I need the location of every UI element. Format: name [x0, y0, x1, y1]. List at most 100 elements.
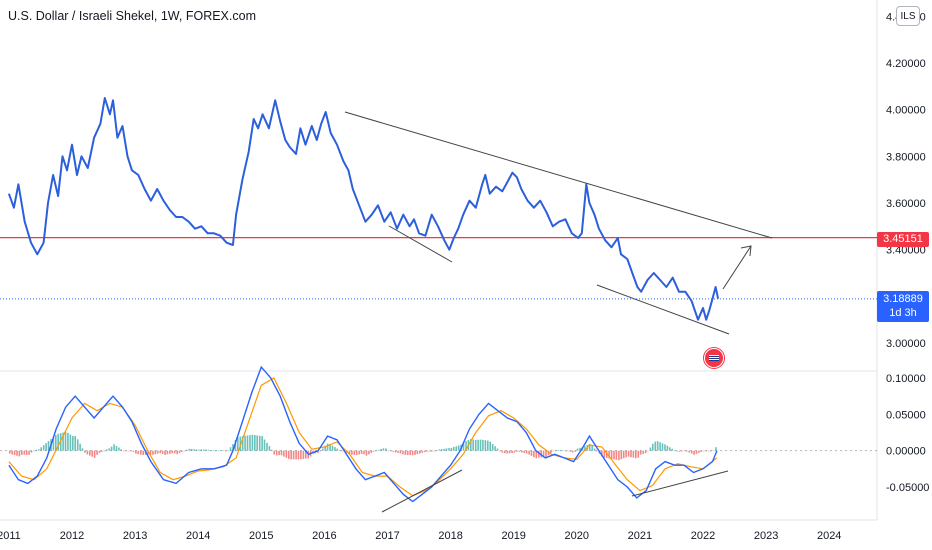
macd-histogram-bar [16, 450, 18, 456]
macd-histogram-bar [385, 448, 387, 451]
macd-histogram-bar [76, 439, 79, 451]
time-tick-label: 2022 [691, 530, 715, 542]
macd-histogram-bar [285, 450, 288, 458]
macd-histogram-bar [140, 450, 142, 455]
macd-histogram-bar [261, 436, 263, 451]
macd-histogram-bar [166, 450, 169, 455]
macd-histogram-bar [42, 445, 45, 451]
macd-histogram-bar [13, 450, 16, 456]
macd-histogram-bar [409, 450, 411, 456]
time-tick-label: 2012 [60, 530, 84, 542]
macd-histogram-bar [438, 449, 441, 451]
time-tick-label: 2016 [312, 530, 336, 542]
macd-histogram-bar [538, 450, 540, 458]
trendline-drawings[interactable] [344, 111, 773, 513]
macd-histogram-bar [700, 450, 703, 452]
macd-histogram-bar [329, 444, 331, 451]
macd-histogram-bar [123, 450, 125, 452]
macd-histogram-bar [569, 450, 572, 452]
macd-histogram [8, 432, 717, 461]
currency-badge[interactable]: ILS [896, 6, 920, 26]
macd-histogram-bar [212, 450, 215, 451]
macd-histogram-bar [64, 432, 67, 451]
macd-histogram-bar [249, 435, 251, 451]
macd-histogram-bar [18, 450, 21, 457]
macd-histogram-bar [246, 435, 249, 451]
price-series-line[interactable] [7, 97, 720, 321]
macd-histogram-bar [322, 448, 324, 451]
us-flag-icon[interactable] [704, 348, 724, 368]
macd-histogram-bar [465, 441, 467, 451]
macd-histogram-bar [511, 450, 513, 453]
macd-histogram-bar [120, 449, 123, 451]
macd-histogram-bar [45, 443, 47, 451]
macd-histogram-bar [688, 450, 690, 453]
time-tick-label: 2013 [123, 530, 147, 542]
macd-histogram-bar [487, 440, 489, 451]
macd-histogram-bar [440, 449, 443, 451]
time-tick-label: 2020 [565, 530, 589, 542]
macd-histogram-bar [567, 450, 569, 452]
macd-histogram-bar [278, 450, 280, 456]
macd-histogram-bar [79, 443, 81, 451]
macd-histogram-bar [659, 442, 661, 451]
projection-arrow-line [722, 245, 752, 290]
time-tick-label: 2024 [817, 530, 841, 542]
macd-histogram-bar [25, 450, 28, 455]
macd-histogram-bar [521, 450, 523, 453]
macd-histogram-bar [292, 450, 295, 460]
macd-divergence-line-2017 [381, 469, 463, 513]
macd-histogram-bar [227, 450, 229, 451]
macd-histogram-bar [40, 447, 42, 451]
macd-histogram-bar [38, 449, 40, 451]
macd-histogram-bar [484, 440, 487, 451]
macd-histogram-bar [489, 441, 491, 451]
macd-histogram-bar [108, 448, 110, 451]
macd-histogram-bar [528, 450, 530, 455]
macd-histogram-bar [406, 450, 409, 455]
macd-histogram-bar [283, 450, 285, 457]
macd-histogram-bar [149, 450, 152, 455]
macd-histogram-bar [642, 450, 644, 454]
macd-histogram-bar [603, 450, 606, 458]
macd-histogram-bar [353, 450, 356, 455]
macd-histogram-bar [482, 439, 484, 451]
time-tick-label: 2015 [249, 530, 273, 542]
macd-histogram-bar [562, 450, 564, 452]
price-tick-label: 3.80000 [886, 151, 926, 163]
macd-histogram-bar [411, 450, 414, 456]
time-tick-label: 2017 [375, 530, 399, 542]
macd-histogram-bar [98, 450, 101, 453]
macd-histogram-bar [457, 445, 460, 451]
macd-histogram-bar [564, 450, 567, 452]
macd-histogram-bar [652, 443, 654, 451]
macd-histogram-bar [181, 450, 183, 452]
macd-tick-label: -0.05000 [886, 482, 929, 494]
chart-title: U.S. Dollar / Israeli Shekel, 1W, FOREX.… [8, 9, 256, 23]
macd-histogram-bar [159, 450, 161, 454]
macd-histogram-bar [183, 450, 186, 452]
macd-histogram-bar [513, 450, 516, 453]
macd-histogram-bar [647, 450, 649, 452]
macd-histogram-bar [477, 439, 479, 451]
macd-histogram-bar [472, 439, 474, 451]
macd-histogram-bar [535, 450, 538, 459]
macd-histogram-bar [190, 449, 193, 451]
macd-histogram-bar [579, 447, 581, 451]
macd-histogram-bar [504, 450, 506, 454]
macd-histogram-bar [72, 436, 74, 451]
macd-histogram-bar [695, 450, 698, 454]
macd-histogram-bar [664, 444, 666, 451]
macd-histogram-bar [377, 449, 380, 451]
macd-histogram-bar [632, 450, 635, 458]
macd-histogram-bar [290, 450, 292, 460]
macd-histogram-bar [273, 450, 275, 455]
macd-histogram-bar [523, 450, 525, 453]
macd-histogram-bar [610, 450, 613, 459]
macd-histogram-bar [389, 450, 392, 452]
time-tick-label: 2023 [754, 530, 778, 542]
macd-histogram-bar [161, 450, 164, 454]
macd-histogram-bar [220, 450, 222, 451]
macd-histogram-bar [693, 450, 695, 455]
